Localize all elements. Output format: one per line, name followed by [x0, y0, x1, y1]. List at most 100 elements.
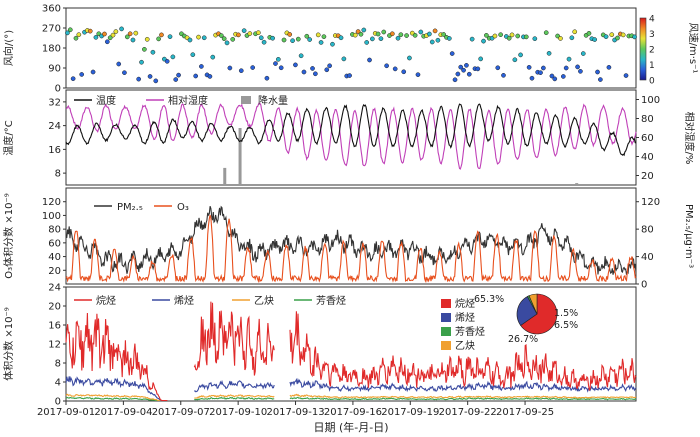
wind-point	[404, 33, 409, 38]
colorbar-tick-label: 1	[649, 61, 655, 71]
wind-point	[330, 41, 335, 47]
wind-point	[484, 32, 489, 38]
legend-pm25: PM₂.₅	[117, 202, 143, 213]
o3-ytick-label: 120	[42, 197, 61, 208]
x-tick-label: 2017-09-25	[496, 407, 554, 418]
wind-point	[523, 34, 529, 40]
wind-point	[193, 73, 199, 79]
met-panel-frame	[65, 89, 637, 186]
wind-point	[418, 29, 424, 35]
pie-legend-label: 烷烃	[455, 297, 475, 310]
wind-point	[338, 35, 344, 41]
rh-ytick-label: 60	[641, 133, 654, 144]
wind-point	[164, 58, 170, 64]
wind-point	[290, 38, 295, 44]
wind-point	[381, 29, 387, 35]
wind-point	[298, 53, 304, 59]
wind-point	[395, 35, 401, 41]
x-tick-label: 2017-09-01	[37, 407, 95, 418]
wind-point	[478, 56, 484, 62]
x-tick-label: 2017-09-22	[439, 407, 497, 418]
wind-point	[173, 77, 179, 82]
wind-point	[133, 30, 139, 36]
wind-point	[606, 64, 612, 70]
wind-point	[104, 39, 110, 45]
temp-ytick-label: 8	[55, 169, 61, 180]
wind-point	[241, 28, 247, 34]
wind-point	[199, 64, 204, 69]
wind-point	[429, 39, 435, 45]
wind-point	[370, 36, 375, 42]
wind-point	[190, 52, 196, 58]
wind-point	[113, 29, 119, 34]
wind-point	[586, 30, 592, 36]
legend-temp: 温度	[96, 94, 116, 107]
wind-point	[67, 27, 73, 33]
wind-point	[367, 57, 372, 63]
vocs-ytick-label: 16	[48, 321, 61, 332]
wind-point	[560, 74, 566, 79]
wind-point	[65, 30, 70, 36]
acetylene-line	[194, 394, 275, 399]
vocs-ylabel: 体积分数 ×10⁻⁹	[2, 307, 15, 381]
temperature-humidity-series	[65, 102, 637, 185]
x-tick-label: 2017-09-07	[152, 407, 210, 418]
wind-point	[526, 64, 532, 70]
wind-point	[358, 31, 364, 37]
wind-point	[469, 36, 475, 42]
wind-point	[293, 62, 298, 68]
vocs-ytick-label: 4	[55, 378, 61, 389]
alkane-line	[65, 312, 168, 402]
wind-point	[575, 64, 580, 70]
wind-point	[264, 75, 270, 81]
wind-point	[407, 55, 412, 61]
wind-point	[515, 33, 521, 39]
wind-point	[615, 35, 620, 41]
legend-rain: 降水量	[258, 94, 288, 107]
alkane-line	[289, 311, 637, 392]
legend-rh: 相对湿度	[168, 94, 208, 107]
o3-ytick-label: 100	[42, 211, 61, 222]
wind-point	[304, 33, 310, 39]
rh-line	[65, 102, 637, 170]
wind-point	[301, 69, 307, 75]
pie-legend-label: 烯烃	[455, 311, 475, 324]
wind-ylabel: 风向/(°)	[2, 30, 15, 66]
wind-point	[230, 36, 236, 42]
wind-point	[261, 39, 267, 45]
wind-point	[401, 69, 407, 75]
wind-point	[501, 72, 506, 78]
wind-point	[481, 38, 486, 44]
wind-point	[127, 31, 133, 37]
wind-point	[432, 28, 438, 34]
wind-point	[569, 35, 575, 41]
wind-ytick-label: 270	[42, 24, 61, 35]
vocs-ytick-label: 20	[48, 302, 61, 313]
x-tick-label: 2017-09-10	[209, 407, 267, 418]
pm25-ylabel: PM₂.₅/μg·m⁻³	[683, 204, 694, 268]
wind-point	[324, 67, 330, 73]
acetylene-line	[65, 393, 168, 402]
axis-ticks: 3602701809004321032241681008060402012010…	[37, 4, 660, 419]
x-tick-label: 2017-09-19	[381, 407, 439, 418]
wind-point	[392, 66, 398, 72]
rain-bar	[575, 183, 579, 185]
wind-point	[512, 57, 518, 63]
wind-point	[549, 73, 555, 79]
wind-point	[139, 59, 144, 65]
wind-point	[159, 32, 164, 38]
wind-point	[102, 31, 107, 37]
wind-point	[147, 74, 153, 79]
wind-point	[287, 32, 293, 37]
wind-point	[543, 30, 549, 36]
wind-point	[563, 65, 569, 71]
wind-point	[578, 68, 583, 74]
o3-ytick-label: 40	[48, 252, 61, 263]
legend-alkene: 烯烃	[174, 294, 194, 307]
colorbar-tick-label: 0	[649, 77, 655, 87]
legend-acetylene: 乙炔	[254, 295, 274, 307]
wind-point	[461, 67, 466, 73]
wind-point	[446, 36, 452, 41]
alkene-line	[193, 379, 275, 393]
pie-legend-label: 乙炔	[455, 340, 475, 352]
